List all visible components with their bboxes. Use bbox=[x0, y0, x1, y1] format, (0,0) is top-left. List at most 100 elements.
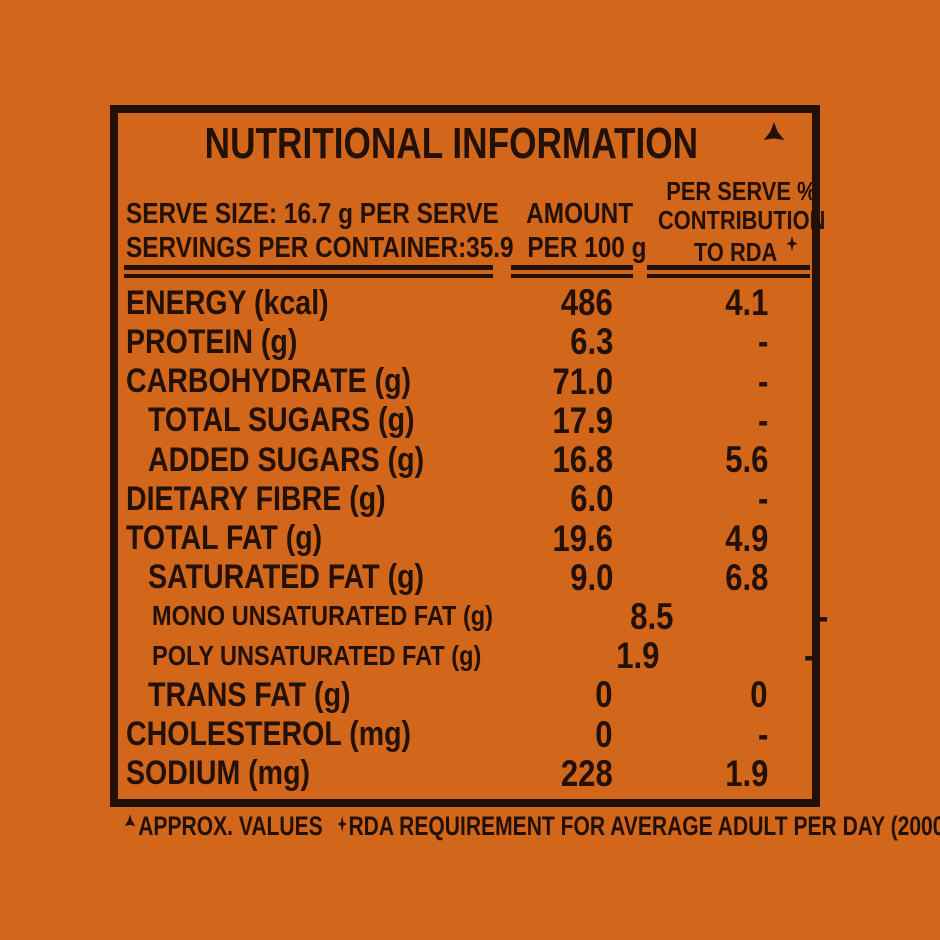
amount-value: 71.0 bbox=[498, 363, 613, 400]
amount-value: 0 bbox=[498, 716, 613, 753]
nutrient-label: SATURATED FAT (g) bbox=[126, 560, 498, 594]
approx-note: APPROX. VALUES bbox=[138, 811, 323, 841]
amount-value-text: 0 bbox=[595, 713, 613, 755]
nutrient-label-text: TRANS FAT (g) bbox=[148, 675, 351, 714]
nutrient-label: TOTAL FAT (g) bbox=[126, 521, 498, 555]
nutrient-label: POLY UNSATURATED FAT (g) bbox=[126, 639, 544, 671]
rda-value-text: - bbox=[803, 635, 814, 677]
title-row: NUTRITIONAL INFORMATION bbox=[118, 113, 812, 175]
serving-info: SERVE SIZE: 16.7 g PER SERVE SERVINGS PE… bbox=[126, 195, 516, 269]
rda-value: - bbox=[659, 637, 814, 674]
rda-value-text: - bbox=[757, 399, 768, 441]
amount-value-text: 6.3 bbox=[569, 321, 613, 363]
rda-value-text: 4.1 bbox=[724, 282, 768, 324]
amount-value: 8.5 bbox=[558, 598, 673, 635]
rda-value: 5.6 bbox=[613, 441, 768, 478]
table-row: TRANS FAT (g) 0 0 bbox=[126, 675, 768, 714]
amount-header-line2: PER 100 g bbox=[527, 232, 647, 264]
amount-value: 16.8 bbox=[498, 441, 613, 478]
table-row: ENERGY (kcal) 486 4.1 bbox=[126, 283, 768, 322]
amount-value: 17.9 bbox=[498, 402, 613, 439]
amount-value-text: 8.5 bbox=[629, 595, 673, 637]
divider-middle-segment bbox=[511, 264, 633, 278]
nutrition-rows: ENERGY (kcal) 486 4.1 PROTEIN (g) 6.3 - … bbox=[118, 281, 828, 799]
nutrient-label-text: SODIUM (mg) bbox=[126, 754, 311, 793]
nutrient-label-text: PROTEIN (g) bbox=[126, 322, 298, 361]
three-pointed-star-icon bbox=[764, 122, 785, 140]
nutrient-label: TOTAL SUGARS (g) bbox=[126, 403, 498, 437]
table-row: CHOLESTEROL (mg) 0 - bbox=[126, 715, 768, 754]
nutrient-label-text: ENERGY (kcal) bbox=[126, 283, 329, 322]
nutrient-label: SODIUM (mg) bbox=[126, 756, 498, 790]
nutrient-label: CARBOHYDRATE (g) bbox=[126, 364, 498, 398]
nutrient-label-text: POLY UNSATURATED FAT (g) bbox=[152, 639, 482, 671]
amount-value-text: 9.0 bbox=[569, 556, 613, 598]
table-row: ADDED SUGARS (g) 16.8 5.6 bbox=[126, 440, 768, 479]
rda-value-text: - bbox=[817, 595, 828, 637]
rda-value: - bbox=[613, 323, 768, 360]
nutrient-label-text: TOTAL FAT (g) bbox=[126, 519, 323, 558]
amount-column-header: AMOUNT PER 100 g bbox=[516, 195, 646, 269]
rda-note: RDA REQUIREMENT FOR AVERAGE ADULT PER DA… bbox=[348, 811, 940, 841]
amount-value-text: 0 bbox=[595, 674, 613, 716]
amount-value: 228 bbox=[498, 755, 613, 792]
amount-value: 0 bbox=[498, 676, 613, 713]
amount-value-text: 17.9 bbox=[552, 399, 613, 441]
amount-value: 19.6 bbox=[498, 520, 613, 557]
nutrient-label: DIETARY FIBRE (g) bbox=[126, 482, 498, 516]
rda-value-text: - bbox=[757, 360, 768, 402]
amount-value-text: 228 bbox=[561, 752, 613, 794]
three-pointed-star-icon bbox=[124, 813, 136, 826]
amount-value: 9.0 bbox=[498, 559, 613, 596]
divider-left-segment bbox=[124, 264, 493, 278]
nutrient-label: ADDED SUGARS (g) bbox=[126, 443, 498, 477]
nutrient-label-text: ADDED SUGARS (g) bbox=[148, 440, 425, 479]
amount-value-text: 6.0 bbox=[569, 478, 613, 520]
header-divider bbox=[118, 261, 812, 281]
column-headers: SERVE SIZE: 16.7 g PER SERVE SERVINGS PE… bbox=[118, 175, 825, 265]
four-pointed-star-icon bbox=[786, 236, 798, 251]
nutrition-table: NUTRITIONAL INFORMATION SERVE SIZE: 16.7… bbox=[110, 105, 828, 807]
table-row: TOTAL SUGARS (g) 17.9 - bbox=[126, 401, 768, 440]
rda-value-text: 6.8 bbox=[724, 556, 768, 598]
serve-size-text: SERVE SIZE: 16.7 g PER SERVE bbox=[126, 198, 499, 230]
rda-value: 0 bbox=[613, 676, 768, 713]
table-row: CARBOHYDRATE (g) 71.0 - bbox=[126, 361, 768, 400]
nutrient-label: MONO UNSATURATED FAT (g) bbox=[126, 602, 558, 630]
amount-value: 6.0 bbox=[498, 480, 613, 517]
footnote-line: APPROX. VALUES RDA REQUIREMENT FOR AVERA… bbox=[123, 813, 940, 840]
rda-value: - bbox=[673, 598, 828, 635]
amount-header-line1: AMOUNT bbox=[526, 198, 634, 230]
table-row: PROTEIN (g) 6.3 - bbox=[126, 322, 768, 361]
rda-value: 4.1 bbox=[613, 284, 768, 321]
rda-value: 6.8 bbox=[613, 559, 768, 596]
servings-per-container-text: SERVINGS PER CONTAINER:35.9 bbox=[126, 232, 514, 264]
rda-value-text: 0 bbox=[750, 674, 768, 716]
table-row: SATURATED FAT (g) 9.0 6.8 bbox=[126, 558, 768, 597]
rda-value: - bbox=[613, 402, 768, 439]
amount-value-text: 1.9 bbox=[615, 635, 659, 677]
rda-column-header: PER SERVE % CONTRIBUTION TO RDA bbox=[642, 175, 841, 269]
rda-header-line1: PER SERVE % bbox=[666, 176, 817, 206]
amount-value-text: 16.8 bbox=[552, 439, 613, 481]
rda-value-text: 4.9 bbox=[724, 517, 768, 559]
nutrient-label-text: MONO UNSATURATED FAT (g) bbox=[152, 600, 494, 632]
nutrient-label-text: CHOLESTEROL (mg) bbox=[126, 715, 412, 754]
table-row: DIETARY FIBRE (g) 6.0 - bbox=[126, 479, 768, 518]
amount-value-text: 486 bbox=[561, 282, 613, 324]
nutrient-label: PROTEIN (g) bbox=[126, 325, 498, 359]
four-pointed-star-icon bbox=[337, 815, 347, 832]
amount-value: 1.9 bbox=[544, 637, 659, 674]
rda-value: - bbox=[613, 363, 768, 400]
rda-header-line3: TO RDA bbox=[693, 237, 777, 267]
nutrient-label: ENERGY (kcal) bbox=[126, 286, 498, 320]
rda-value: 1.9 bbox=[613, 755, 768, 792]
amount-value-text: 19.6 bbox=[552, 517, 613, 559]
rda-value-text: - bbox=[757, 478, 768, 520]
nutrient-label: CHOLESTEROL (mg) bbox=[126, 717, 498, 751]
nutrient-label-text: DIETARY FIBRE (g) bbox=[126, 479, 386, 518]
rda-value-text: 5.6 bbox=[724, 439, 768, 481]
rda-value-text: - bbox=[757, 713, 768, 755]
amount-value: 6.3 bbox=[498, 323, 613, 360]
page-title: NUTRITIONAL INFORMATION bbox=[204, 119, 698, 168]
